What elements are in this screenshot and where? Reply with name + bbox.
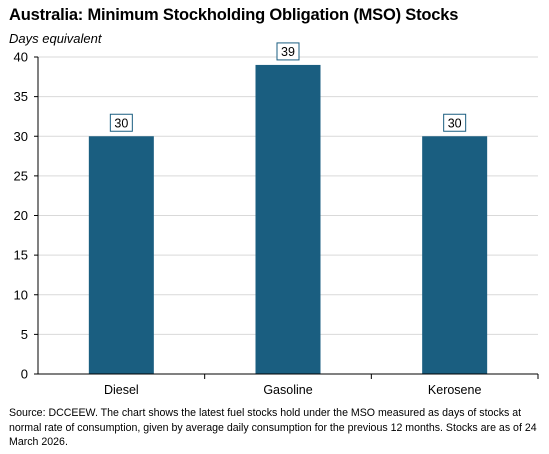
y-tick-label: 20	[14, 208, 28, 223]
y-tick-label: 35	[14, 89, 28, 104]
y-tick-label: 25	[14, 168, 28, 183]
y-tick-label: 30	[14, 129, 28, 144]
x-tick-label: Gasoline	[263, 383, 312, 397]
x-tick-label: Diesel	[104, 383, 139, 397]
y-axis-ticks: 0 5 10 15 20 25 30 35 40	[14, 50, 38, 382]
bar-gasoline	[255, 64, 321, 375]
chart-title: Australia: Minimum Stockholding Obligati…	[9, 6, 459, 24]
bar-diesel	[88, 136, 154, 374]
data-label-box	[109, 113, 133, 132]
x-tick-label: Kerosene	[428, 383, 482, 397]
data-label: 39	[281, 45, 295, 59]
y-tick-label: 15	[14, 248, 28, 263]
y-tick-label: 10	[14, 287, 28, 302]
source-note: Source: DCCEEW. The chart shows the late…	[9, 407, 537, 448]
y-axis-unit-label: Days equivalent	[9, 31, 102, 46]
bars: 30 39 30	[88, 42, 488, 375]
data-label-box	[276, 42, 300, 61]
data-label: 30	[114, 116, 128, 130]
bar-chart: 0 5 10 15 20 25 30 35 40 30 39 30 Diesel Gasoline Ke…	[14, 42, 539, 397]
y-tick-label: 40	[14, 50, 28, 65]
bar-kerosene	[422, 136, 488, 374]
x-axis-labels: Diesel Gasoline Kerosene	[104, 374, 539, 397]
y-tick-label: 5	[21, 327, 28, 342]
data-label-box	[443, 113, 467, 132]
y-tick-label: 0	[21, 367, 28, 382]
data-label: 30	[448, 116, 462, 130]
